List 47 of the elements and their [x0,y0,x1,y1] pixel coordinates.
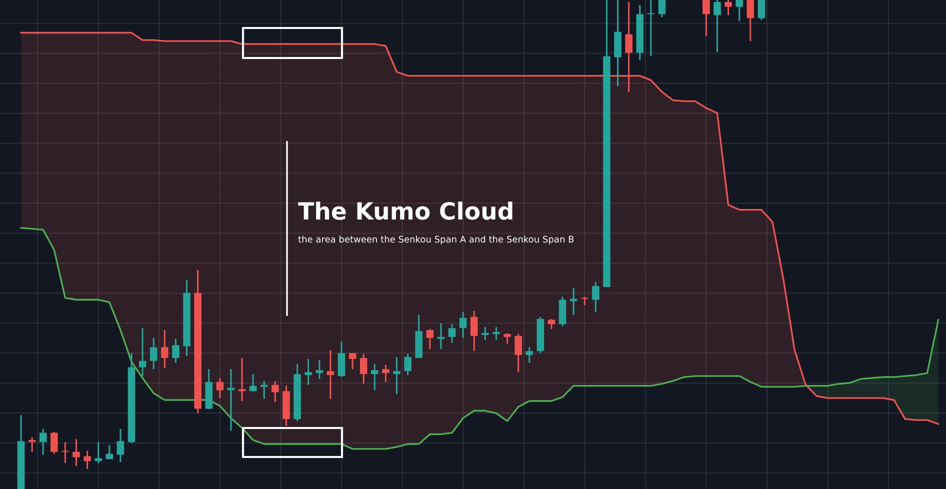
candlestick [316,359,324,380]
text: The Kumo Cloud [298,202,512,220]
candlestick [161,329,168,369]
candlestick [370,363,378,391]
candlestick [84,450,91,470]
candlestick [647,0,655,57]
candlestick [94,441,102,464]
candlestick [238,357,246,402]
candlestick [216,377,224,399]
candlestick [62,441,69,464]
candlestick [514,333,522,373]
candlestick [272,380,279,403]
candlestick [338,341,346,378]
candlestick [702,0,710,37]
candlestick [448,323,456,344]
candlestick [150,337,158,370]
candlestick [304,358,312,386]
candlestick [28,436,36,453]
candlestick [382,364,390,383]
candlestick [39,428,47,456]
candlestick [393,356,400,395]
candlestick [592,281,600,313]
candlestick [260,380,268,400]
candlestick [72,438,80,467]
candlestick [50,431,58,455]
candlestick [482,326,489,341]
candlestick [736,0,743,22]
candlestick [116,428,124,463]
candlestick [348,352,356,370]
candlestick [326,349,334,400]
candlestick [426,328,434,350]
candlestick [138,327,146,377]
candlestick [526,346,534,364]
candlestick [746,0,754,42]
candlestick [437,322,445,350]
candlestick [360,353,368,385]
candlestick [459,311,467,339]
candlestick [404,353,412,376]
text: the area between the Senkou Span A and the Senkou Span B [298,236,574,244]
candlestick [714,0,721,53]
candlestick [658,0,666,18]
candlestick [470,310,478,352]
candlestick [492,326,500,341]
candlestick [724,0,732,16]
candlestick [172,338,180,364]
candlestick [758,0,766,21]
candlestick [504,332,511,345]
